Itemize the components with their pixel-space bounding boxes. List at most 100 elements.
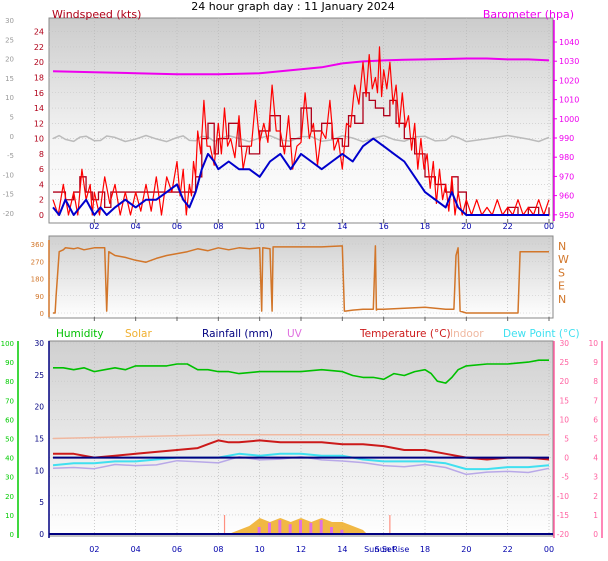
uv-tick-label: 1 <box>593 511 598 520</box>
barometer-line <box>52 57 550 76</box>
direction-line <box>53 245 549 314</box>
y-tick-label-outer: 30 <box>5 17 14 25</box>
y-tick-label: 12 <box>34 119 44 128</box>
y-tick-label: 270 <box>31 258 44 266</box>
uv-tick-label: 10 <box>588 339 598 348</box>
rain-tick-label: 0 <box>39 530 44 539</box>
y2-tick-label: 960 <box>559 192 574 201</box>
temp-tick-label: 5 <box>564 435 569 444</box>
temp-tick-label: 30 <box>559 339 569 348</box>
uv-tick-label: 2 <box>593 492 598 501</box>
temp-series <box>49 359 553 535</box>
humidity-tick-label: 70 <box>5 397 14 405</box>
y-tick-label-outer: 15 <box>5 75 14 83</box>
y-tick-label: 360 <box>31 241 44 249</box>
y-tick-label: 16 <box>34 89 44 98</box>
humidity-tick-label: 60 <box>5 416 14 424</box>
x-tick-label: 10 <box>255 222 265 231</box>
uv-bar <box>288 524 292 534</box>
temp-tick-label: -15 <box>557 511 569 520</box>
humidity-tick-label: 40 <box>5 455 14 463</box>
temp-tick-label: 25 <box>559 358 569 367</box>
rain-tick-label: 25 <box>34 371 44 380</box>
uv-tick-label: 3 <box>593 473 598 482</box>
humidity-tick-label: 20 <box>5 493 14 501</box>
y-tick-label-outer: 25 <box>5 36 14 44</box>
y-tick-label-outer: 10 <box>5 94 14 102</box>
barometer-label: Barometer (hpa) <box>483 8 574 21</box>
y-tick-label: 90 <box>35 293 44 301</box>
y2-tick-label: 1000 <box>559 115 579 124</box>
y-tick-label-outer: 5 <box>10 114 14 122</box>
direction-letter: W <box>558 253 569 266</box>
average-wind-line <box>52 137 549 216</box>
x-tick-label: Sun Set <box>364 545 395 554</box>
x-tick-label: 22 <box>503 545 513 554</box>
temp-tick-label: -20 <box>557 530 569 539</box>
humidity-tick-label: 90 <box>5 359 14 367</box>
y-tick-label: 10 <box>34 135 44 144</box>
x-tick-label: 02 <box>89 545 99 554</box>
gust-line <box>52 46 550 216</box>
y-tick-label: 20 <box>34 58 44 67</box>
uv-bar <box>257 527 261 534</box>
y-tick-label: 24 <box>34 28 44 37</box>
x-tick-label: 06 <box>172 545 182 554</box>
humidity-tick-label: 100 <box>1 340 14 348</box>
x-tick-label: 04 <box>131 222 141 231</box>
rain-tick-label: 20 <box>34 403 44 412</box>
x-tick-label: 04 <box>131 545 141 554</box>
uv-bar <box>299 520 302 534</box>
wind-series <box>52 46 550 216</box>
y2-tick-label: 980 <box>559 153 574 162</box>
x-tick-label: 14 <box>337 222 347 231</box>
temp-legend: Humidity Solar Rainfall (mm) UV Temperature … <box>56 328 580 340</box>
windspeed-line <box>53 92 550 216</box>
uv-bar <box>340 529 344 534</box>
y-tick-label-outer: 20 <box>5 56 14 64</box>
legend-item: Rainfall (mm) <box>202 328 273 340</box>
temp-tick-label: 20 <box>559 377 569 386</box>
humidity-tick-label: 50 <box>5 436 14 444</box>
temp-tick-label: 10 <box>559 415 569 424</box>
x-tick-label: 22 <box>503 222 513 231</box>
x-tick-label: 20 <box>461 222 471 231</box>
direction-letter: E <box>558 280 565 293</box>
chart-title: 24 hour graph day : 11 January 2024 <box>191 0 395 13</box>
y-tick-label: 6 <box>39 165 44 174</box>
temp-tick-label: -10 <box>557 492 569 501</box>
rain-tick-label: 15 <box>34 435 44 444</box>
x-tick-label: 00 <box>544 222 554 231</box>
direction-letter: N <box>558 240 566 253</box>
uv-bar <box>278 520 282 534</box>
uv-tick-label: 4 <box>593 454 598 463</box>
temp-tick-label: 0 <box>564 454 569 463</box>
uv-tick-label: 6 <box>593 415 598 424</box>
x-tick-label: 12 <box>296 545 306 554</box>
y-tick-label: 22 <box>34 43 44 52</box>
y2-tick-label: 1010 <box>559 96 579 105</box>
temp-axes: 302520151050-5-10-15-2010987654321010090… <box>1 339 603 554</box>
legend-item: Solar <box>125 328 152 340</box>
y-tick-label: 14 <box>34 104 44 113</box>
x-tick-label: 08 <box>213 222 223 231</box>
dewpoint-line <box>52 452 550 471</box>
y-tick-label: 18 <box>34 73 44 82</box>
x-tick-label: 18 <box>420 222 430 231</box>
uv-tick-label: 9 <box>593 358 598 367</box>
uv-bar <box>268 522 271 534</box>
y2-tick-label: 1020 <box>559 76 579 85</box>
x-tick-label: 16 <box>379 222 389 231</box>
legend-item: UV <box>287 328 303 340</box>
legend-item: Humidity <box>56 328 104 340</box>
direction-letter: S <box>558 266 565 279</box>
direction-series <box>53 245 549 314</box>
x-tick-label: 18 <box>420 545 430 554</box>
y-tick-label-outer: -10 <box>3 171 14 179</box>
x-tick-label: 12 <box>296 222 306 231</box>
x-tick-label: 06 <box>172 222 182 231</box>
uv-tick-label: 0 <box>593 530 598 539</box>
temp-tick-label: 15 <box>559 396 569 405</box>
y-tick-label-outer: -5 <box>7 152 14 160</box>
